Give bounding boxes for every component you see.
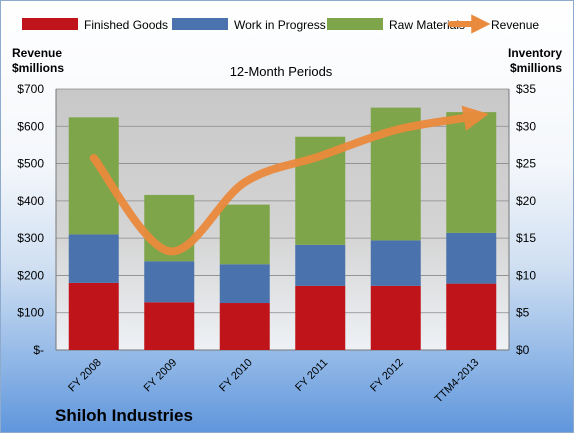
right-axis-tick-label: $10 bbox=[516, 268, 536, 282]
revenue-point bbox=[93, 157, 95, 159]
plot-area bbox=[56, 89, 509, 350]
left-axis-tick-label: $600 bbox=[17, 119, 44, 133]
legend-label: Raw Materials bbox=[389, 18, 465, 32]
revenue-point bbox=[319, 155, 321, 157]
company-name: Shiloh Industries bbox=[55, 406, 193, 425]
x-axis-tick-label: FY 2012 bbox=[368, 357, 406, 395]
bar-work-in-progress bbox=[446, 232, 497, 284]
left-axis-tick-label: $100 bbox=[17, 306, 44, 320]
revenue-point bbox=[244, 181, 246, 183]
left-axis-tick-label: $200 bbox=[17, 268, 44, 282]
x-axis-tick-label: FY 2009 bbox=[142, 357, 180, 395]
right-axis-tick-label: $25 bbox=[516, 157, 536, 171]
legend-swatch-raw-materials bbox=[327, 18, 383, 30]
legend-label: Work in Progress bbox=[234, 18, 326, 32]
bar-finished-goods bbox=[370, 285, 421, 350]
right-axis-tick-label: $20 bbox=[516, 194, 536, 208]
bar-work-in-progress bbox=[219, 264, 270, 304]
right-axis-title: Inventory bbox=[508, 46, 562, 60]
left-axis-tick-label: $400 bbox=[17, 194, 44, 208]
bar-finished-goods bbox=[219, 303, 270, 350]
bar-work-in-progress bbox=[68, 234, 119, 283]
revenue-point bbox=[168, 250, 170, 252]
x-axis-tick-label: FY 2008 bbox=[66, 357, 104, 395]
bar-raw-materials bbox=[68, 117, 119, 235]
legend-label: Finished Goods bbox=[84, 18, 168, 32]
bar-work-in-progress bbox=[144, 261, 195, 303]
right-axis-tick-label: $5 bbox=[516, 306, 530, 320]
legend-label: Revenue bbox=[491, 18, 539, 32]
right-axis-tick-label: $0 bbox=[516, 343, 530, 357]
x-axis-tick-label: FY 2010 bbox=[217, 357, 255, 395]
bar-work-in-progress bbox=[295, 244, 346, 286]
left-axis-tick-label: $- bbox=[33, 343, 44, 357]
left-axis-tick-label: $700 bbox=[17, 82, 44, 96]
left-axis-title: Revenue bbox=[12, 46, 62, 60]
x-axis-tick-label: FY 2011 bbox=[293, 357, 330, 394]
right-axis-tick-label: $15 bbox=[516, 231, 536, 245]
bar-raw-materials bbox=[219, 204, 270, 265]
left-axis-tick-label: $500 bbox=[17, 157, 44, 171]
bar-raw-materials bbox=[446, 112, 497, 233]
left-axis-tick-label: $300 bbox=[17, 231, 44, 245]
right-axis-tick-label: $35 bbox=[516, 82, 536, 96]
right-axis-tick-label: $30 bbox=[516, 119, 536, 133]
revenue-point bbox=[470, 116, 472, 118]
x-axis-tick-label: TTM4-2013 bbox=[433, 357, 482, 406]
bar-finished-goods bbox=[446, 283, 497, 350]
chart-subtitle: 12-Month Periods bbox=[230, 64, 333, 79]
legend-swatch-finished-goods bbox=[22, 18, 78, 30]
legend-swatch-work-in-progress bbox=[172, 18, 228, 30]
left-axis-title: $millions bbox=[12, 61, 64, 75]
bar-finished-goods bbox=[295, 285, 346, 350]
bar-finished-goods bbox=[144, 302, 195, 350]
revenue-point bbox=[395, 129, 397, 131]
bar-finished-goods bbox=[68, 282, 119, 350]
right-axis-title: $millions bbox=[510, 61, 562, 75]
revenue-line bbox=[89, 105, 489, 256]
bar-work-in-progress bbox=[370, 240, 421, 286]
